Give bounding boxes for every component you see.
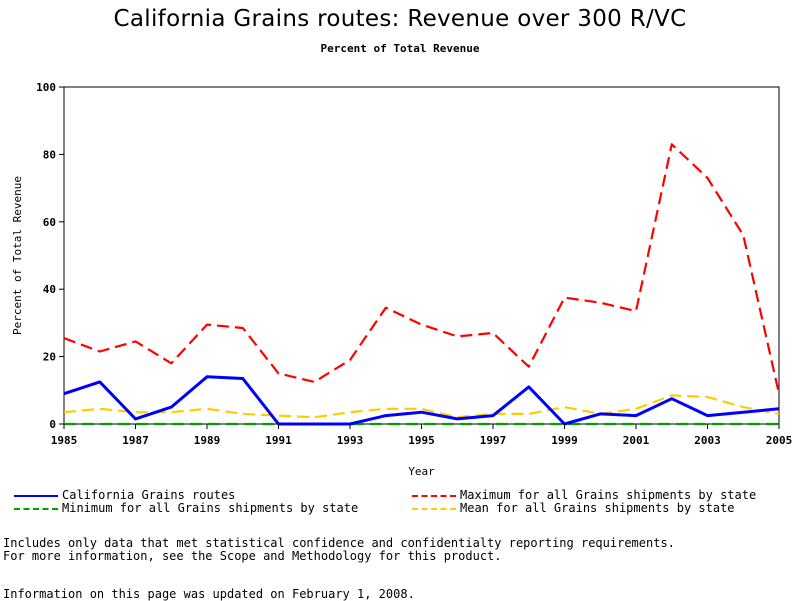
legend-item-minimum: Minimum for all Grains shipments by stat… [14, 501, 358, 515]
series-line-california [63, 375, 780, 426]
y-tick-label: 20 [43, 351, 56, 364]
chart-title: California Grains routes: Revenue over 3… [113, 6, 687, 32]
note-confidence: Includes only data that met statistical … [3, 536, 675, 550]
chart-subtitle: Percent of Total Revenue [320, 42, 480, 55]
x-tick-label: 1989 [194, 434, 221, 447]
series-line-maximum [63, 143, 781, 394]
x-tick-label: 1995 [408, 434, 435, 447]
y-axis-label: Percent of Total Revenue [11, 176, 24, 335]
legend-swatch-maximum [412, 494, 456, 497]
legend-label-minimum: Minimum for all Grains shipments by stat… [62, 501, 359, 515]
y-tick-label: 40 [43, 283, 56, 296]
x-tick-label: 1987 [122, 434, 149, 447]
y-tick-label: 80 [43, 148, 56, 161]
x-tick-label: 1985 [51, 434, 78, 447]
legend-label-mean: Mean for all Grains shipments by state [460, 501, 735, 515]
legend-label-california: California Grains routes [62, 488, 236, 502]
x-tick-label: 2001 [623, 434, 650, 447]
legend-swatch-minimum [14, 507, 58, 510]
chart-ticks: 0 20 40 60 80 100 1985 1987 1989 1991 1993 1995 1997… [36, 81, 792, 447]
x-tick-label: 2003 [694, 434, 721, 447]
note-methodology: For more information, see the Scope and … [3, 549, 502, 563]
x-tick-label: 1993 [337, 434, 364, 447]
legend-swatch-california [14, 494, 58, 497]
legend-item-california: California Grains routes [14, 488, 235, 502]
series-line-mean [63, 394, 780, 419]
x-axis-label: Year [408, 465, 435, 478]
x-tick-label: 1999 [551, 434, 578, 447]
legend-item-mean: Mean for all Grains shipments by state [412, 501, 735, 515]
legend-item-maximum: Maximum for all Grains shipments by stat… [412, 488, 756, 502]
x-tick-label: 2005 [766, 434, 793, 447]
legend-label-maximum: Maximum for all Grains shipments by stat… [460, 488, 757, 502]
note-updated: Information on this page was updated on … [3, 587, 415, 601]
chart-axes [63, 86, 780, 425]
y-tick-label: 0 [49, 418, 56, 431]
chart-series [63, 143, 781, 426]
plot-frame [63, 86, 780, 425]
legend-swatch-mean [412, 507, 456, 510]
x-tick-label: 1997 [480, 434, 507, 447]
x-tick-label: 1991 [265, 434, 292, 447]
y-tick-label: 60 [43, 216, 56, 229]
y-tick-label: 100 [36, 81, 56, 94]
